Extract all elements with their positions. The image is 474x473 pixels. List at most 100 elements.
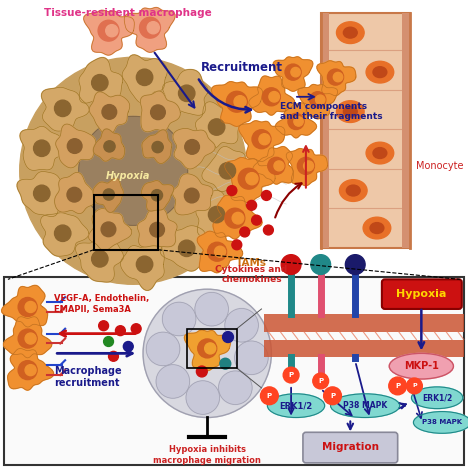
Circle shape	[246, 173, 258, 185]
Ellipse shape	[366, 61, 394, 83]
Polygon shape	[8, 349, 54, 390]
Circle shape	[259, 134, 270, 145]
Polygon shape	[140, 91, 180, 132]
Ellipse shape	[339, 180, 367, 201]
Circle shape	[79, 116, 188, 225]
Bar	[321, 13, 410, 248]
Polygon shape	[120, 241, 164, 290]
Ellipse shape	[267, 394, 325, 418]
Ellipse shape	[343, 106, 357, 117]
Text: P: P	[318, 378, 323, 384]
Circle shape	[18, 329, 37, 348]
Circle shape	[116, 326, 125, 336]
Polygon shape	[122, 55, 167, 104]
Circle shape	[146, 332, 180, 366]
Circle shape	[232, 240, 242, 250]
Polygon shape	[298, 85, 337, 119]
Text: ECM components
and their fragments: ECM components and their fragments	[280, 102, 383, 121]
Circle shape	[263, 88, 280, 106]
Text: Migration: Migration	[322, 442, 379, 452]
Circle shape	[55, 100, 71, 116]
Polygon shape	[163, 70, 208, 115]
Text: ERK1/2: ERK1/2	[422, 393, 452, 402]
Polygon shape	[89, 92, 130, 135]
FancyBboxPatch shape	[303, 432, 398, 463]
Bar	[264, 340, 464, 357]
Circle shape	[179, 85, 195, 102]
Circle shape	[147, 22, 159, 34]
Circle shape	[328, 69, 344, 85]
Circle shape	[184, 188, 199, 203]
Ellipse shape	[330, 394, 400, 418]
Polygon shape	[202, 147, 250, 192]
Circle shape	[34, 140, 50, 157]
Text: P: P	[267, 393, 272, 399]
Circle shape	[67, 187, 82, 202]
Circle shape	[252, 215, 262, 225]
Circle shape	[67, 139, 82, 153]
Polygon shape	[253, 147, 293, 184]
Circle shape	[18, 360, 37, 380]
Bar	[188, 329, 237, 368]
Circle shape	[238, 168, 259, 189]
Polygon shape	[84, 10, 134, 55]
Circle shape	[215, 246, 226, 257]
Circle shape	[151, 105, 165, 120]
Text: VEGF-A, Endothelin,
EMAPII, Sema3A: VEGF-A, Endothelin, EMAPII, Sema3A	[54, 294, 149, 314]
Circle shape	[281, 254, 301, 274]
Circle shape	[103, 189, 114, 200]
Circle shape	[137, 256, 153, 272]
Circle shape	[283, 367, 299, 383]
Polygon shape	[273, 57, 313, 91]
Circle shape	[102, 105, 117, 119]
Polygon shape	[141, 181, 173, 211]
Polygon shape	[93, 129, 125, 161]
Circle shape	[268, 158, 285, 175]
Text: Macrophage
recruitment: Macrophage recruitment	[54, 366, 122, 388]
Circle shape	[261, 387, 278, 405]
Text: Tissue-resident macrophage: Tissue-resident macrophage	[45, 8, 212, 18]
Circle shape	[235, 341, 268, 375]
Circle shape	[294, 117, 303, 126]
Circle shape	[98, 20, 119, 41]
Polygon shape	[173, 128, 215, 169]
Circle shape	[262, 191, 271, 201]
Polygon shape	[173, 174, 213, 215]
Circle shape	[131, 324, 141, 333]
Text: Cytokines and
chemokines: Cytokines and chemokines	[216, 264, 288, 284]
Polygon shape	[286, 149, 328, 185]
Circle shape	[333, 72, 343, 82]
Circle shape	[313, 373, 328, 389]
Text: TAMs: TAMs	[236, 258, 267, 268]
Circle shape	[232, 212, 244, 224]
Circle shape	[389, 377, 407, 395]
Text: Hypoxia: Hypoxia	[396, 289, 447, 299]
Circle shape	[25, 301, 36, 313]
Text: P: P	[412, 384, 417, 388]
Polygon shape	[40, 213, 89, 256]
Polygon shape	[225, 158, 275, 203]
Circle shape	[310, 92, 326, 108]
Ellipse shape	[346, 185, 360, 196]
Polygon shape	[55, 124, 96, 168]
Text: P38 MAPK: P38 MAPK	[422, 420, 462, 425]
Text: P: P	[289, 372, 294, 378]
Polygon shape	[4, 317, 52, 358]
Circle shape	[285, 64, 301, 80]
Text: P: P	[330, 393, 335, 399]
Circle shape	[209, 119, 225, 135]
Circle shape	[123, 342, 133, 351]
Bar	[321, 13, 328, 248]
Ellipse shape	[389, 353, 454, 379]
Polygon shape	[137, 208, 177, 247]
Circle shape	[208, 242, 227, 261]
Circle shape	[109, 351, 118, 361]
Polygon shape	[239, 121, 285, 162]
Circle shape	[225, 308, 258, 342]
Ellipse shape	[373, 67, 387, 78]
Ellipse shape	[363, 217, 391, 239]
Circle shape	[225, 208, 245, 228]
Circle shape	[185, 140, 200, 154]
Circle shape	[137, 69, 153, 86]
Circle shape	[274, 161, 284, 171]
